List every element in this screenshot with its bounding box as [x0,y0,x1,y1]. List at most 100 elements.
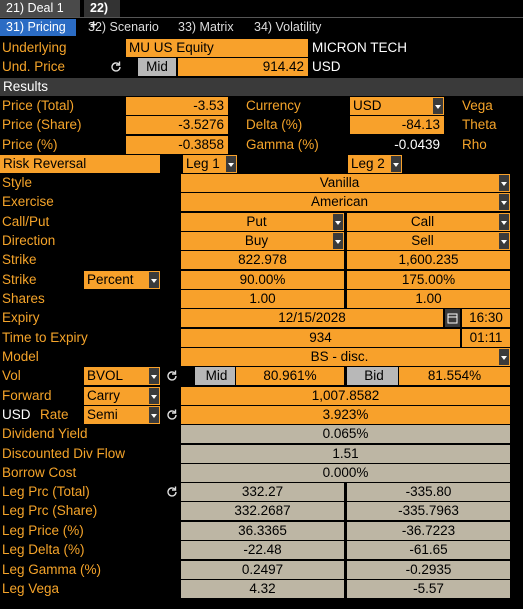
style-dropdown[interactable]: Vanilla [181,174,498,192]
refresh-icon[interactable] [166,370,178,382]
dropdown-arrow[interactable] [498,213,510,231]
dropdown-arrow[interactable] [225,155,237,173]
label: Strike [2,252,37,267]
price-field[interactable]: 914.42 [178,58,308,76]
dropdown-arrow[interactable] [148,406,160,424]
strike-field[interactable]: 822.978 [181,251,344,269]
value-text: -0.0439 [394,137,440,152]
refresh-icon[interactable] [166,409,178,421]
leg-value: -5.57 [347,580,510,598]
leg-value: -36.7223 [347,521,510,540]
label: Call/Put [2,214,50,229]
exercise-dropdown[interactable]: American [181,193,498,211]
vol-field[interactable]: 80.961% [236,367,344,385]
currency: USD [312,59,341,74]
ticker-field[interactable]: MU US Equity [126,39,308,57]
value-field: -3.53 [126,97,228,115]
model-dropdown[interactable]: BS - disc. [181,348,498,366]
leg-value: -61.65 [347,541,510,560]
label: Rho [462,137,487,152]
leg-value: 4.32 [181,580,344,598]
dropdown-arrow[interactable] [498,232,510,250]
shares-field[interactable]: 1.00 [181,290,344,308]
label: Underlying [2,40,67,55]
forward-field[interactable]: 1,007.8582 [181,387,510,405]
label: Leg Prc (Total) [2,484,90,499]
dropdown-arrow[interactable] [498,348,510,366]
value-field: -84.13 [350,116,444,134]
label: Style [2,175,33,190]
label: Leg Prc (Share) [2,503,98,519]
page-tab[interactable]: 32) Scenario [88,20,159,34]
strike-pct-field[interactable]: 90.00% [181,271,344,289]
label: Time to Expiry [2,330,88,345]
value-field: -3.5276 [126,116,228,134]
leg-selector[interactable]: Leg 2 [348,155,390,173]
label: Vega [462,98,493,113]
label: Price (Total) [2,98,75,113]
security-name: MICRON TECH [312,40,408,55]
label: Rate [40,407,69,422]
label: Model [2,349,39,364]
expiry-date-field[interactable]: 12/15/2028 [181,309,443,327]
dropdown-arrow[interactable] [498,193,510,211]
label: Discounted Div Flow [2,446,126,461]
strike-pct-field[interactable]: 175.00% [347,271,510,289]
currency-dropdown[interactable]: USD [350,97,432,115]
dropdown-arrow[interactable] [390,155,402,173]
price-source[interactable]: Mid [138,58,176,76]
label: Price (%) [2,137,58,152]
forward-method-dropdown[interactable]: Carry [84,387,148,405]
rate-method-dropdown[interactable]: Semi [84,406,148,424]
expiry-time-field[interactable]: 16:30 [462,309,510,327]
rate-field[interactable]: 3.923% [181,406,510,424]
shares-field[interactable]: 1.00 [347,290,510,308]
dropdown-arrow[interactable] [332,213,344,231]
vol-side[interactable]: Mid [195,367,235,385]
add-tab[interactable]: 22) + [84,0,120,32]
vol-field[interactable]: 81.554% [399,367,510,385]
time-field[interactable]: 01:11 [462,329,510,347]
label: Theta [462,117,497,132]
refresh-icon[interactable] [110,61,122,73]
dropdown-arrow[interactable] [148,387,160,405]
vol-side[interactable]: Bid [347,367,398,385]
leg-selector[interactable]: Leg 1 [183,155,225,173]
label: Direction [2,233,56,248]
page-tab[interactable]: 34) Volatility [254,20,322,34]
strike-mode-dropdown[interactable]: Percent [84,271,148,289]
page-tab[interactable]: 31) Pricing [0,19,76,36]
label: Expiry [2,310,40,325]
calendar-icon[interactable] [445,309,460,327]
divider [0,17,523,18]
dropdown-arrow[interactable] [148,271,160,289]
page-tab[interactable]: 33) Matrix [178,20,234,34]
label: Delta (%) [246,117,303,132]
direction-dropdown[interactable]: Sell [347,232,498,250]
rate-currency: USD [2,407,31,422]
dropdown-arrow[interactable] [432,97,444,115]
days-field[interactable]: 934 [181,329,460,347]
call-put-dropdown[interactable]: Put [181,213,332,231]
leg-value: 332.2687 [181,502,344,521]
label: Leg Vega [2,581,60,596]
label: Leg Gamma (%) [2,561,102,577]
vol-source-dropdown[interactable]: BVOL [84,367,148,385]
refresh-icon[interactable] [166,486,178,498]
div-flow-field: 1.51 [181,445,510,463]
leg-value: -0.2935 [347,560,510,579]
strike-field[interactable]: 1,600.235 [347,251,510,269]
dropdown-arrow[interactable] [332,232,344,250]
strategy-field[interactable]: Risk Reversal [0,155,160,173]
label: Currency [246,98,301,113]
dropdown-arrow[interactable] [148,367,160,385]
direction-dropdown[interactable]: Buy [181,232,332,250]
label: Shares [2,291,45,306]
leg-value: -22.48 [181,541,344,560]
dropdown-arrow[interactable] [498,174,510,192]
leg-value: 36.3365 [181,521,344,540]
label: Borrow Cost [2,465,77,480]
call-put-dropdown[interactable]: Call [347,213,498,231]
deal-tab[interactable]: 21) Deal 1 [0,0,80,17]
